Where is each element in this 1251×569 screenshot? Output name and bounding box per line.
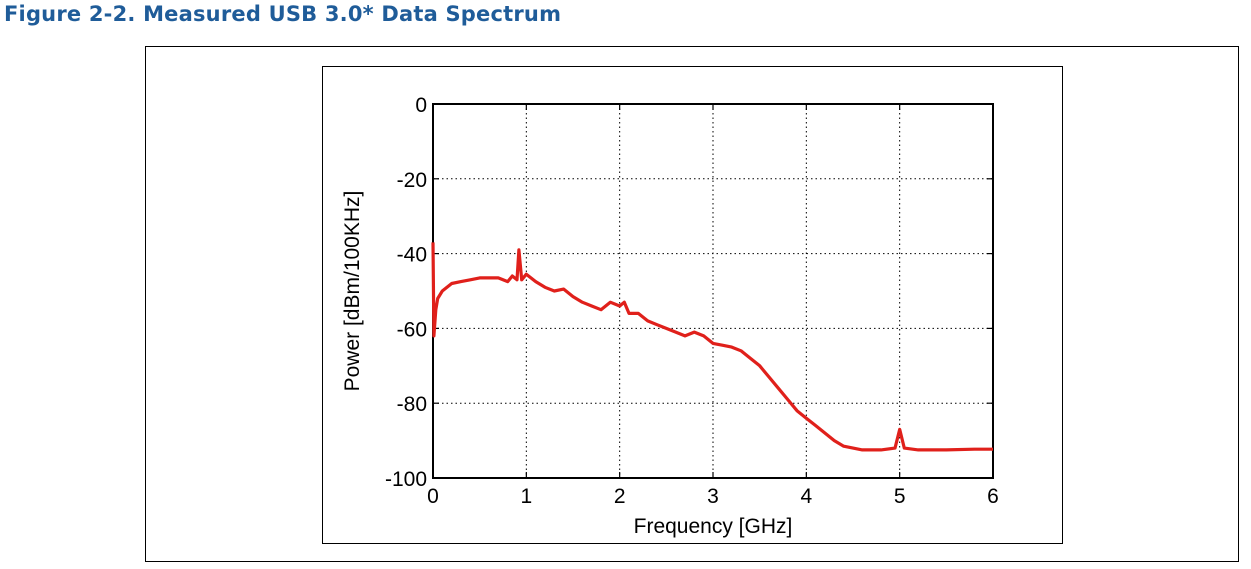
y-tick-label: -40 — [397, 244, 427, 267]
x-tick-label: 2 — [614, 485, 626, 508]
y-tick-labels: 0 -20 -40 -60 -80 -100 — [385, 94, 427, 491]
x-tick-labels: 0 1 2 3 4 5 6 — [427, 485, 999, 508]
power-spectrum-line — [431, 242, 993, 452]
tick-marks — [432, 103, 994, 479]
x-tick-label: 5 — [894, 485, 906, 508]
y-tick-label: -100 — [385, 468, 427, 491]
x-axis-label: Frequency [GHz] — [634, 515, 793, 538]
figure-frame — [145, 46, 1239, 562]
figure-caption: Figure 2-2. Measured USB 3.0* Data Spect… — [4, 2, 562, 26]
y-tick-label: -80 — [397, 393, 427, 416]
chart-figure-box — [322, 66, 1063, 544]
x-tick-label: 4 — [800, 485, 812, 508]
y-axis-label: Power [dBm/100KHz] — [341, 191, 364, 392]
x-tick-label: 1 — [520, 485, 532, 508]
y-tick-label: -20 — [397, 169, 427, 192]
grid-lines — [433, 104, 993, 478]
y-tick-label: 0 — [415, 94, 427, 117]
x-tick-label: 3 — [707, 485, 719, 508]
x-tick-label: 0 — [427, 485, 439, 508]
plot-area — [432, 103, 994, 479]
y-tick-label: -60 — [397, 318, 427, 341]
x-tick-label: 6 — [987, 485, 999, 508]
